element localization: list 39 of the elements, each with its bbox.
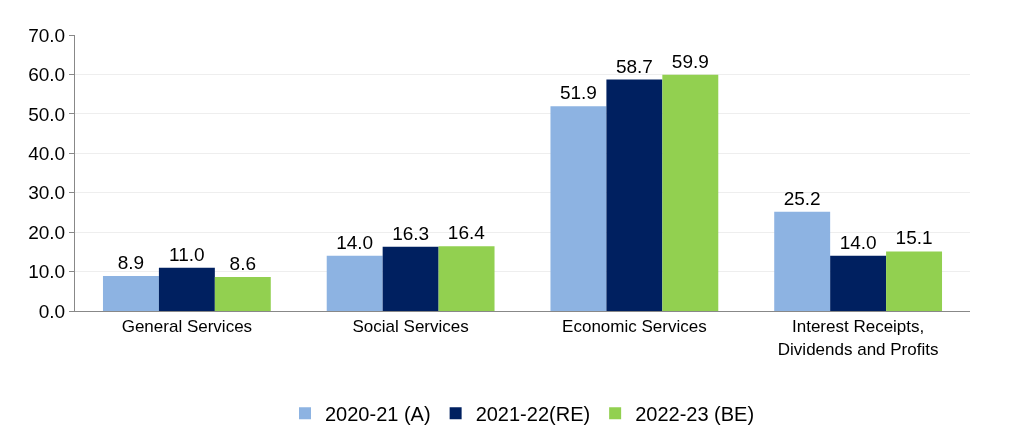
bar (438, 246, 495, 311)
bar (662, 74, 719, 311)
bar (550, 106, 607, 311)
legend-label: 2022-23 (BE) (635, 403, 755, 426)
y-tick-label: 0.0 (38, 300, 66, 322)
data-label: 16.4 (447, 222, 486, 244)
bar (774, 211, 831, 311)
bar (158, 267, 215, 311)
y-tick-label: 20.0 (28, 221, 66, 243)
bar (830, 255, 887, 311)
bar (606, 79, 663, 311)
y-tick-label: 60.0 (28, 64, 66, 86)
bar (382, 246, 439, 311)
x-tick-label: Interest Receipts, Dividends and Profits (777, 317, 939, 359)
data-label: 14.0 (336, 231, 374, 253)
y-tick-label: 10.0 (28, 261, 66, 283)
x-tick-label: General Services (121, 317, 253, 337)
data-label: 58.7 (615, 55, 653, 77)
y-tick-label: 30.0 (28, 182, 66, 204)
bar (886, 251, 943, 311)
x-tick-label: Social Services (352, 317, 469, 337)
data-label: 59.9 (671, 50, 709, 72)
bar (102, 275, 159, 311)
y-tick-label: 50.0 (28, 103, 66, 125)
data-label: 8.9 (117, 251, 145, 273)
data-label: 15.1 (895, 227, 933, 249)
data-label: 25.2 (783, 187, 821, 209)
bar (326, 255, 383, 311)
data-label: 8.6 (229, 253, 257, 275)
x-tick-label: Economic Services (562, 317, 707, 337)
legend-label: 2021-22(RE) (475, 403, 591, 426)
data-label: 16.3 (392, 222, 430, 244)
bar (214, 277, 271, 311)
y-tick-label: 70.0 (28, 24, 66, 46)
data-label: 11.0 (169, 243, 205, 265)
y-tick-label: 40.0 (28, 142, 66, 164)
data-label: 14.0 (839, 231, 877, 253)
data-label: 51.9 (559, 82, 597, 104)
legend-label: 2020-21 (A) (325, 403, 431, 426)
